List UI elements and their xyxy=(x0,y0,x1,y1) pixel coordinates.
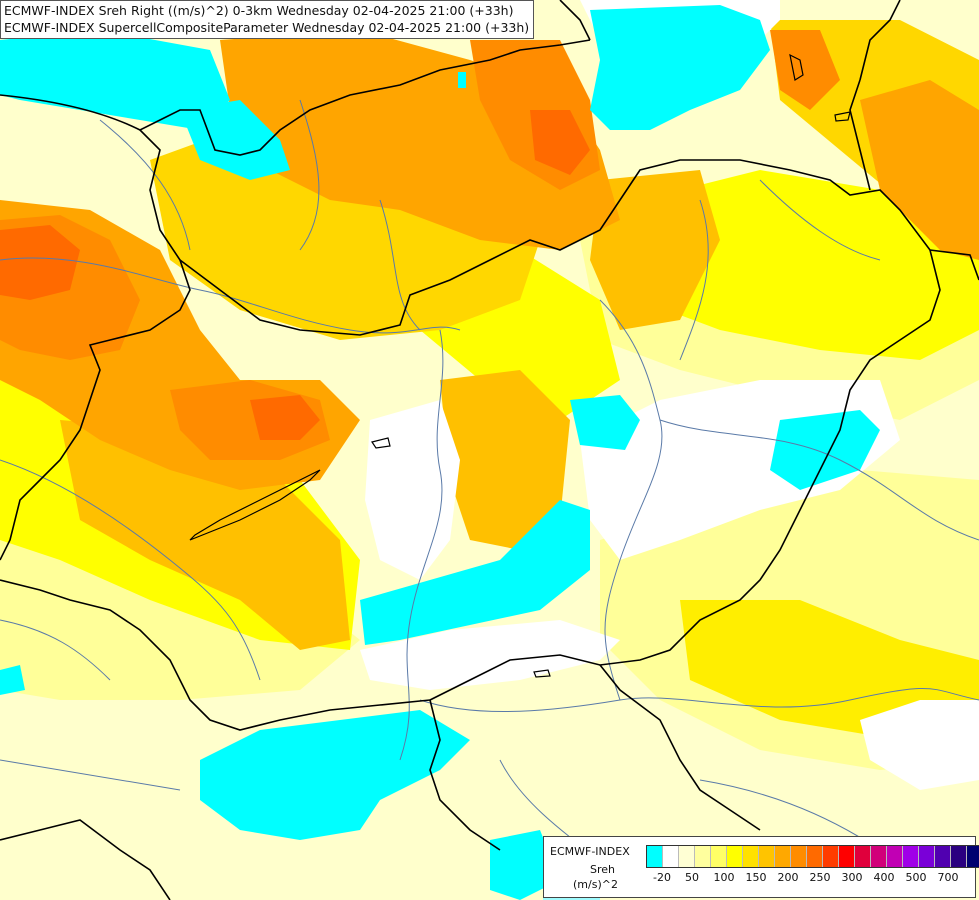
field-white-se xyxy=(860,700,979,790)
color-legend: ECMWF-INDEX Sreh (m/s)^2 -20 50 100 150 200 2… xyxy=(543,836,979,898)
legend-provider: ECMWF-INDEX xyxy=(550,845,630,858)
field-gold-center xyxy=(440,370,570,550)
legend-swatch xyxy=(807,846,823,867)
legend-tick-label: 50 xyxy=(685,871,699,884)
legend-swatch xyxy=(775,846,791,867)
legend-swatch xyxy=(759,846,775,867)
field-cyan-northwest xyxy=(0,30,230,130)
legend-swatch xyxy=(727,846,743,867)
legend-swatch xyxy=(647,846,663,867)
field-cyan-center xyxy=(570,395,640,450)
legend-parameter: Sreh xyxy=(590,863,616,876)
legend-swatch xyxy=(679,846,695,867)
legend-tick-label: 400 xyxy=(873,871,895,884)
field-cyan-south xyxy=(490,830,560,900)
field-cyan-north xyxy=(180,100,290,180)
lakes xyxy=(189,53,851,678)
map-title-line-2: ECMWF-INDEX SupercellCompositeParameter … xyxy=(4,20,530,35)
legend-tick-label: -20 xyxy=(653,871,671,884)
legend-tick-label: 500 xyxy=(905,871,927,884)
field-gold-east-strip xyxy=(590,170,720,330)
legend-ticks: -20 50 100 150 200 250 300 400 500 700 xyxy=(544,871,977,887)
field-darkorange-northeast xyxy=(770,30,840,110)
legend-tick-label: 150 xyxy=(745,871,767,884)
legend-swatch xyxy=(967,846,979,867)
legend-swatches xyxy=(646,845,979,868)
field-cyan-southwest xyxy=(200,710,470,840)
field-redorange-west xyxy=(0,225,80,300)
legend-swatch xyxy=(919,846,935,867)
legend-swatch xyxy=(695,846,711,867)
map-title-line-1: ECMWF-INDEX Sreh Right ((m/s)^2) 0-3km W… xyxy=(4,3,514,18)
legend-unit: (m/s)^2 xyxy=(573,878,618,891)
field-cyan-dot xyxy=(458,72,466,88)
field-orange-northeast xyxy=(860,80,979,260)
legend-swatch xyxy=(951,846,967,867)
field-white-south xyxy=(360,620,620,690)
legend-swatch xyxy=(855,846,871,867)
field-cyan-top-right xyxy=(590,5,770,130)
legend-swatch xyxy=(903,846,919,867)
legend-swatch xyxy=(711,846,727,867)
field-gold-southwest xyxy=(60,420,350,650)
legend-swatch xyxy=(839,846,855,867)
field-cyan-west-edge xyxy=(0,665,25,695)
legend-tick-label: 100 xyxy=(713,871,735,884)
legend-swatch xyxy=(743,846,759,867)
legend-swatch xyxy=(823,846,839,867)
field-yellow-northeast xyxy=(640,170,979,360)
legend-tick-label: 300 xyxy=(841,871,863,884)
legend-tick-label: 200 xyxy=(777,871,799,884)
legend-swatch xyxy=(791,846,807,867)
legend-tick-label: 700 xyxy=(937,871,959,884)
field-cyan-east xyxy=(770,410,880,490)
field-yellow-east-south xyxy=(680,600,979,740)
legend-swatch xyxy=(887,846,903,867)
field-cyan-south-central xyxy=(360,500,590,645)
legend-swatch xyxy=(935,846,951,867)
legend-swatch xyxy=(663,846,679,867)
field-redorange-center xyxy=(250,395,320,440)
field-redorange-north xyxy=(530,110,590,175)
map-title-box: ECMWF-INDEX Sreh Right ((m/s)^2) 0-3km W… xyxy=(0,0,535,39)
field-white-central xyxy=(365,400,460,580)
legend-swatch xyxy=(871,846,887,867)
legend-tick-label: 250 xyxy=(809,871,831,884)
